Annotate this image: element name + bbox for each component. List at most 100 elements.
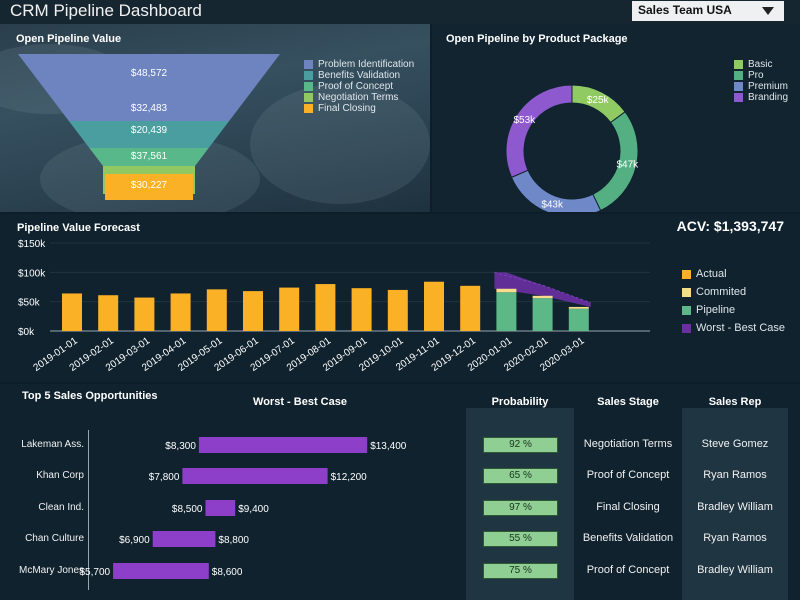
actual-bar[interactable]: [243, 291, 263, 331]
funnel-value-label: $48,572: [131, 68, 168, 79]
funnel-value-label: $20,439: [131, 125, 168, 136]
legend-label: Actual: [696, 268, 727, 280]
pipeline-bar[interactable]: [496, 292, 517, 331]
actual-bar[interactable]: [98, 295, 119, 331]
worst-case-label: $6,900: [119, 535, 150, 546]
pipeline-by-package-panel: Open Pipeline by Product Package $25k $47…: [432, 24, 800, 212]
legend-swatch: [734, 93, 743, 102]
pipeline-bar[interactable]: [568, 308, 589, 331]
legend-label: Pro: [748, 70, 764, 81]
probability-badge: 75 %: [483, 563, 558, 579]
opportunities-title: Top 5 Sales Opportunities: [22, 390, 158, 402]
legend-swatch: [682, 323, 691, 333]
y-tick-label: $100k: [18, 268, 46, 279]
legend-swatch: [734, 82, 743, 91]
donut-legend-item[interactable]: Basic: [734, 59, 788, 70]
forecast-legend-item[interactable]: Worst - Best Case: [682, 319, 785, 337]
probability-badge: 97 %: [483, 500, 558, 516]
probability-badge: 55 %: [483, 531, 558, 547]
sales-stage: Proof of Concept: [586, 469, 670, 481]
funnel-segment[interactable]: [105, 174, 193, 200]
legend-label: Benefits Validation: [318, 70, 401, 81]
funnel-legend-item[interactable]: Benefits Validation: [304, 70, 414, 81]
actual-bar[interactable]: [206, 289, 227, 331]
sales-rep-column-band: [682, 408, 788, 600]
funnel-title: Open Pipeline Value: [16, 33, 122, 45]
funnel-value-label: $37,561: [131, 151, 168, 162]
donut-slice-label: $43k: [541, 199, 564, 210]
range-bar[interactable]: [205, 500, 236, 516]
funnel-legend-item[interactable]: Problem Identification: [304, 59, 414, 70]
best-case-label: $8,600: [212, 567, 243, 578]
actual-bar[interactable]: [170, 293, 191, 331]
chevron-down-icon[interactable]: [762, 7, 774, 15]
forecast-title: Pipeline Value Forecast: [17, 222, 140, 234]
worst-case-label: $7,800: [149, 472, 180, 483]
donut-title: Open Pipeline by Product Package: [446, 33, 628, 45]
y-tick-label: $150k: [18, 239, 46, 250]
probability-badge: 65 %: [483, 468, 558, 484]
donut-legend-item[interactable]: Pro: [734, 70, 788, 81]
company-name: Lakeman Ass.: [21, 439, 84, 450]
committed-bar[interactable]: [568, 306, 589, 309]
funnel-segment[interactable]: [89, 148, 209, 166]
sales-stage: Final Closing: [596, 501, 660, 513]
legend-swatch: [682, 305, 691, 315]
actual-bar[interactable]: [62, 293, 82, 331]
donut-legend: Basic Pro Premium Branding: [734, 59, 788, 103]
company-name: Khan Corp: [36, 470, 84, 481]
funnel-segment[interactable]: [18, 54, 280, 121]
actual-bar[interactable]: [351, 288, 372, 331]
actual-bar[interactable]: [424, 281, 444, 331]
funnel-legend-item[interactable]: Negotiation Terms: [304, 92, 414, 103]
legend-swatch: [304, 71, 313, 80]
best-case-label: $9,400: [238, 504, 269, 515]
y-tick-label: $50k: [18, 298, 41, 309]
range-bar[interactable]: [152, 531, 216, 547]
donut-slice[interactable]: [505, 84, 573, 179]
actual-bar[interactable]: [387, 289, 408, 331]
range-bar[interactable]: [113, 563, 209, 579]
funnel-chart: $48,572 $32,483 $20,439 $37,561 $30,227: [18, 54, 280, 200]
pipeline-bar[interactable]: [532, 298, 553, 331]
top-opportunities-panel: Top 5 Sales Opportunities Worst - Best C…: [0, 384, 800, 600]
committed-bar[interactable]: [532, 295, 553, 299]
worst-best-case-band[interactable]: [494, 272, 591, 307]
donut-legend-item[interactable]: Branding: [734, 92, 788, 103]
best-case-label: $8,800: [218, 535, 249, 546]
legend-swatch: [304, 60, 313, 69]
sales-stage: Benefits Validation: [582, 532, 674, 544]
committed-bar[interactable]: [496, 288, 517, 293]
forecast-chart: $0k$50k$100k$150k2019-01-012019-02-01201…: [18, 239, 650, 374]
legend-swatch: [304, 104, 313, 113]
legend-label: Worst - Best Case: [696, 322, 786, 334]
forecast-legend-item[interactable]: Commited: [682, 283, 785, 301]
range-bar[interactable]: [198, 437, 368, 453]
worst-case-label: $8,300: [165, 441, 196, 452]
forecast-legend-item[interactable]: Actual: [682, 265, 785, 283]
actual-bar[interactable]: [134, 297, 155, 331]
legend-swatch: [734, 60, 743, 69]
donut-chart: $25k $47k $43k $53k: [505, 84, 639, 212]
company-name: McMary Jones: [18, 565, 84, 576]
actual-bar[interactable]: [279, 287, 300, 331]
funnel-legend-item[interactable]: Final Closing: [304, 103, 414, 114]
actual-bar[interactable]: [315, 284, 336, 331]
donut-slice-label: $25k: [587, 95, 610, 106]
sales-rep: Ryan Ramos: [703, 469, 767, 481]
sales-stage: Proof of Concept: [586, 564, 670, 576]
donut-legend-item[interactable]: Premium: [734, 81, 788, 92]
sales-rep: Bradley William: [697, 564, 773, 576]
probability-badge: 92 %: [483, 437, 558, 453]
actual-bar[interactable]: [460, 285, 481, 331]
range-bar[interactable]: [182, 468, 328, 484]
legend-swatch: [304, 82, 313, 91]
funnel-legend-item[interactable]: Proof of Concept: [304, 81, 414, 92]
forecast-legend-item[interactable]: Pipeline: [682, 301, 785, 319]
worst-case-label: $5,700: [80, 567, 111, 578]
best-case-label: $12,200: [331, 472, 368, 483]
team-filter-dropdown[interactable]: Sales Team USA: [632, 1, 784, 21]
header-bar: CRM Pipeline Dashboard Sales Team USA: [0, 0, 800, 24]
company-name: Clean Ind.: [38, 502, 84, 513]
funnel-segment[interactable]: [68, 121, 230, 148]
